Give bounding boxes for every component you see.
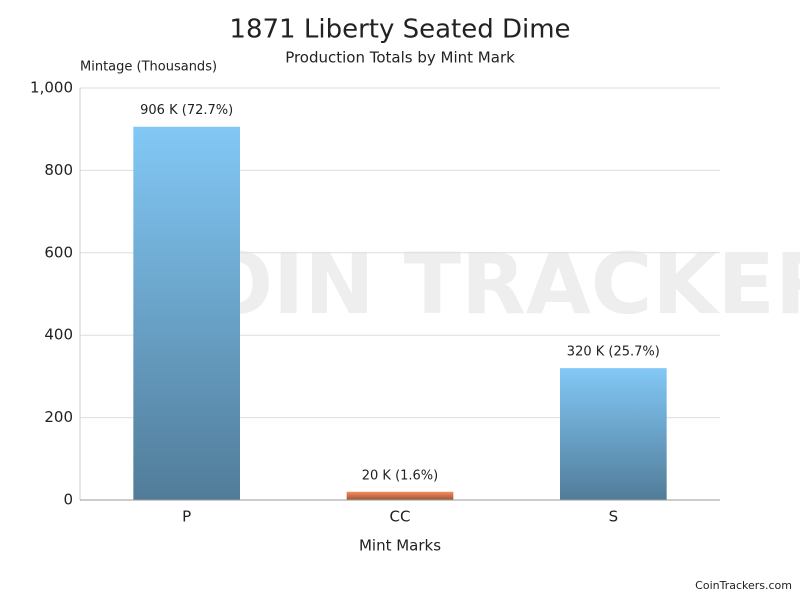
watermark: COIN TRACKERS xyxy=(140,235,800,333)
y-tick-label: 200 xyxy=(44,408,73,426)
value-label: 906 K (72.7%) xyxy=(140,103,233,118)
y-tick-label: 0 xyxy=(63,491,73,509)
x-tick-label: CC xyxy=(390,508,411,526)
bar xyxy=(346,491,454,500)
y-tick-label: 800 xyxy=(44,161,73,179)
chart-title: 1871 Liberty Seated Dime xyxy=(229,15,570,45)
y-tick-label: 400 xyxy=(44,326,73,344)
value-label: 20 K (1.6%) xyxy=(362,468,439,483)
y-tick-label: 600 xyxy=(44,243,73,261)
y-axis-label: Mintage (Thousands) xyxy=(80,60,217,75)
chart-subtitle: Production Totals by Mint Mark xyxy=(285,49,515,67)
value-label: 320 K (25.7%) xyxy=(567,345,660,360)
bar xyxy=(133,126,240,500)
x-axis-label: Mint Marks xyxy=(359,537,441,555)
footer: CoinTrackers.com xyxy=(695,579,792,592)
bar xyxy=(560,368,667,500)
x-tick-label: S xyxy=(609,508,619,526)
x-tick-label: P xyxy=(182,508,191,526)
y-tick-label: 1,000 xyxy=(30,79,73,97)
